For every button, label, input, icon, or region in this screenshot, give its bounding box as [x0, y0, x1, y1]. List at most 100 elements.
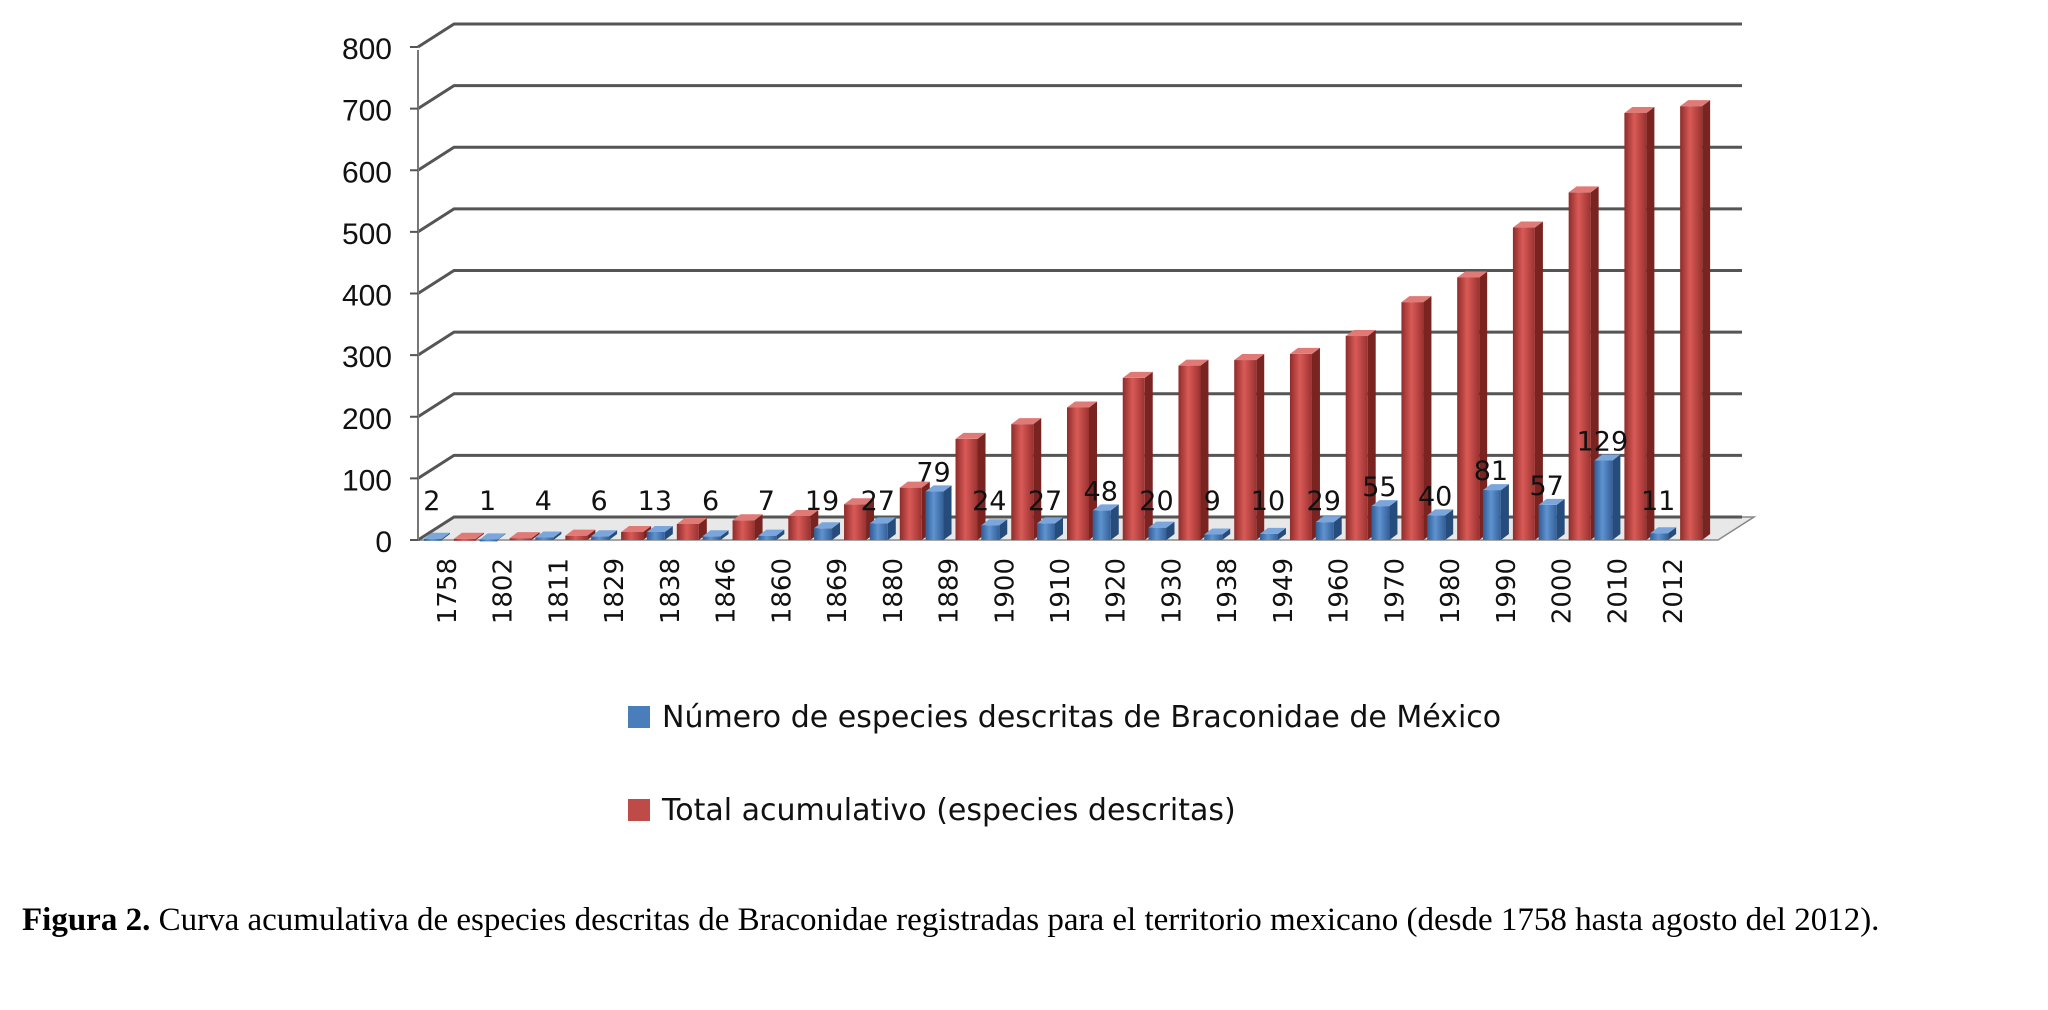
x-tick-label: 1980: [1436, 558, 1466, 624]
legend: Número de especies descritas de Braconid…: [628, 700, 1501, 828]
bar-total-1838: [676, 517, 707, 540]
bar-species-1869: [814, 522, 841, 540]
data-label: 11: [1641, 486, 1675, 517]
x-tick-label: 1829: [600, 558, 630, 624]
x-tick-label: 1970: [1380, 558, 1410, 624]
x-tick-label: 1758: [433, 558, 463, 624]
bar-species-1811: [535, 531, 562, 540]
gridline: [417, 330, 1742, 357]
data-label: 81: [1474, 456, 1508, 487]
x-tick-label: 2000: [1548, 558, 1578, 624]
axes: 0 100 200 300 400 500 600 700 800 1758 1802 1811 182…: [342, 33, 1689, 624]
bar-total-1960: [1345, 330, 1376, 540]
bar-total-1900: [1011, 418, 1042, 540]
y-tick-label: 700: [342, 95, 392, 128]
x-tick-label: 1880: [879, 558, 909, 624]
data-label: 24: [972, 486, 1006, 517]
gridline: [417, 145, 1742, 172]
data-label: 19: [805, 486, 839, 517]
bar-species-1860: [758, 529, 785, 540]
data-labels: 2 1 4 6 13 6 7 19 27 79 24 27 48 20 9 10 29 55 40 81 57 129 11: [423, 427, 1675, 517]
bar-species-1758: [423, 532, 450, 541]
x-tick-label: 1990: [1492, 558, 1522, 624]
bar-total-1920: [1122, 371, 1153, 540]
bar-total-1758: [453, 532, 484, 541]
bar-total-1889: [955, 432, 986, 540]
caption-text: Curva acumulativa de especies descritas …: [150, 902, 1880, 938]
chart: 0 100 200 300 400 500 600 700 800 1758 1802 1811 182…: [342, 22, 1757, 828]
data-label: 7: [758, 486, 775, 517]
data-label: 6: [590, 486, 607, 517]
x-tick-label: 2012: [1659, 558, 1689, 624]
bar-species-1930: [1148, 521, 1175, 540]
data-label: 9: [1204, 486, 1221, 517]
legend-swatch: [628, 706, 650, 728]
bar-species-1949: [1259, 527, 1286, 540]
bar-species-1990: [1482, 484, 1509, 540]
y-tick-label: 600: [342, 156, 392, 189]
data-label: 29: [1307, 486, 1341, 517]
data-label: 27: [1028, 486, 1062, 517]
bar-total-1930: [1178, 359, 1209, 540]
bar-total-2010: [1624, 106, 1655, 540]
x-tick-label: 1860: [767, 558, 797, 624]
bar-total-1880: [899, 481, 930, 540]
bar-total-1846: [732, 514, 763, 540]
x-tick-label: 1960: [1325, 558, 1355, 624]
y-tick-label: 200: [342, 403, 392, 436]
bar-species-1980: [1427, 509, 1454, 540]
data-label: 57: [1529, 471, 1563, 502]
legend-swatch: [628, 799, 650, 821]
bar-species-2012: [1650, 527, 1677, 540]
data-label: 55: [1362, 472, 1396, 503]
x-tick-label: 1900: [990, 558, 1020, 624]
gridline: [417, 269, 1742, 295]
data-label: 1: [479, 486, 496, 517]
legend-label: Total acumulativo (especies descritas): [661, 793, 1236, 828]
x-tick-label: 1938: [1213, 558, 1243, 624]
figure-caption: Figura 2. Curva acumulativa de especies …: [22, 898, 2032, 942]
data-label: 4: [535, 486, 552, 517]
x-tick-label: 1889: [935, 558, 965, 624]
bar-total-1910: [1067, 401, 1097, 540]
bar-total-1949: [1289, 347, 1320, 540]
gridline: [417, 22, 1742, 49]
data-label: 10: [1251, 486, 1285, 517]
y-tick-label: 0: [375, 526, 392, 559]
bar-species-2010: [1594, 454, 1621, 540]
x-tick-label: 1910: [1046, 558, 1076, 624]
y-tick-label: 800: [342, 33, 392, 66]
bar-total-2000: [1568, 186, 1599, 540]
bar-species-1938: [1204, 528, 1231, 540]
x-tick-label: 1802: [489, 558, 519, 624]
gridline: [417, 84, 1742, 110]
bar-species-1802: [479, 533, 506, 542]
data-label: 79: [916, 457, 950, 488]
x-tick-label: 1920: [1102, 558, 1132, 624]
y-tick-label: 500: [342, 218, 392, 251]
bar-species-1970: [1371, 500, 1398, 540]
bar-species-1960: [1315, 516, 1342, 540]
bar-total-1938: [1234, 354, 1265, 540]
data-label: 27: [861, 486, 895, 517]
x-tick-label: 1949: [1269, 558, 1299, 624]
legend-label: Número de especies descritas de Braconid…: [662, 700, 1501, 735]
data-label: 13: [638, 486, 672, 517]
x-tick-label: 2010: [1603, 558, 1633, 624]
data-label: 6: [702, 486, 719, 517]
bar-species-1880: [869, 517, 896, 540]
data-label: 48: [1084, 476, 1118, 507]
bar-species-1889: [925, 485, 952, 540]
x-tick-label: 1811: [544, 558, 574, 624]
caption-label: Figura 2.: [22, 902, 151, 938]
bar-total-2012: [1680, 100, 1711, 540]
data-label: 20: [1139, 486, 1173, 517]
bar-species-2000: [1538, 498, 1565, 540]
bar-species-1920: [1092, 504, 1119, 540]
bar-total-1869: [844, 498, 875, 540]
bars: [423, 100, 1711, 542]
bar-species-1846: [702, 530, 729, 540]
bar-species-1910: [1037, 517, 1063, 540]
y-tick-label: 400: [342, 280, 392, 313]
data-label: 2: [423, 486, 440, 517]
